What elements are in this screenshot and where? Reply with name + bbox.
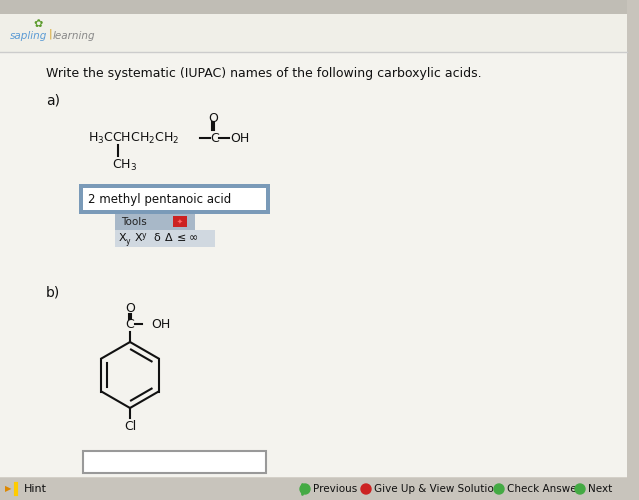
Bar — [627, 0, 639, 478]
Text: |: | — [49, 28, 52, 40]
Text: C: C — [210, 132, 219, 144]
Text: CH$_3$: CH$_3$ — [112, 158, 137, 172]
Text: X: X — [119, 233, 127, 243]
Text: X: X — [135, 233, 142, 243]
Text: C: C — [126, 318, 134, 330]
Text: ✦: ✦ — [177, 219, 183, 225]
Text: Check Answer: Check Answer — [507, 484, 581, 494]
Text: OH: OH — [230, 132, 249, 144]
Bar — [627, 14, 639, 477]
Bar — [0, 14, 627, 52]
Bar — [83, 451, 266, 473]
Circle shape — [575, 484, 585, 494]
Text: sapling: sapling — [10, 31, 47, 41]
Text: a): a) — [46, 93, 60, 107]
Text: Tools: Tools — [121, 217, 147, 227]
Text: learning: learning — [53, 31, 96, 41]
Text: b): b) — [46, 286, 60, 300]
Circle shape — [300, 484, 310, 494]
Text: Previous: Previous — [313, 484, 357, 494]
Bar — [115, 230, 215, 247]
Text: O: O — [208, 112, 218, 124]
Text: H$_3$CCHCH$_2$CH$_2$: H$_3$CCHCH$_2$CH$_2$ — [88, 130, 180, 146]
Text: ✿: ✿ — [33, 19, 43, 29]
Text: Δ: Δ — [165, 233, 173, 243]
Text: OH: OH — [151, 318, 170, 330]
Bar — [79, 184, 270, 214]
Text: Next: Next — [588, 484, 612, 494]
Text: Hint: Hint — [24, 484, 47, 494]
Bar — [173, 216, 187, 227]
Text: δ: δ — [153, 233, 160, 243]
Text: ∞: ∞ — [189, 233, 198, 243]
Text: 2 methyl pentanoic acid: 2 methyl pentanoic acid — [88, 192, 231, 205]
Bar — [0, 478, 639, 500]
Text: ≤: ≤ — [177, 233, 187, 243]
Bar — [0, 0, 639, 14]
Text: y: y — [126, 236, 130, 246]
Text: y: y — [142, 230, 146, 239]
Text: O: O — [125, 302, 135, 314]
Bar — [115, 214, 195, 230]
Circle shape — [361, 484, 371, 494]
Circle shape — [494, 484, 504, 494]
Text: Give Up & View Solution: Give Up & View Solution — [374, 484, 500, 494]
Text: Cl: Cl — [124, 420, 136, 432]
Text: ▶: ▶ — [5, 484, 12, 494]
Text: Write the systematic (IUPAC) names of the following carboxylic acids.: Write the systematic (IUPAC) names of th… — [46, 66, 482, 80]
Bar — [83, 188, 266, 210]
